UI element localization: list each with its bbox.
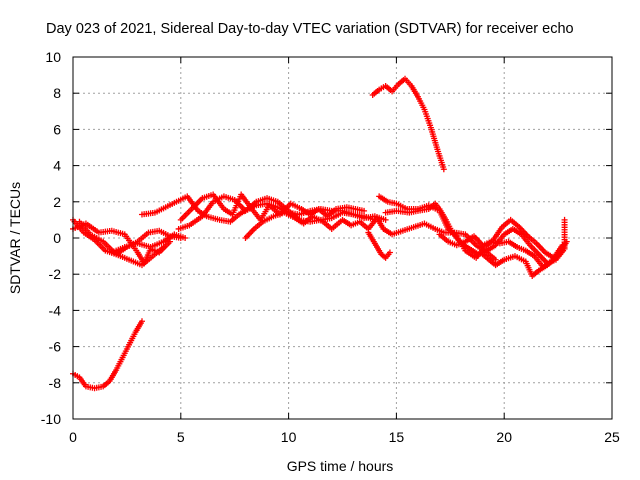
data-point (138, 318, 145, 325)
series-track-high (369, 75, 447, 173)
y-tick-label: 6 (53, 121, 61, 137)
x-tick-label: 25 (604, 429, 620, 445)
series-track-c (108, 231, 189, 256)
y-tick-label: 2 (53, 194, 61, 210)
x-tick-label: 0 (69, 429, 77, 445)
y-tick-label: 8 (53, 85, 61, 101)
x-tick-label: 20 (496, 429, 512, 445)
axis-ticks: 0 5 10 15 20 25 -10 -8 -6 -4 -2 0 2 4 6 8 10 (41, 49, 620, 445)
series-track-d (76, 218, 167, 269)
x-axis-label: GPS time / hours (287, 458, 394, 474)
y-tick-label: -2 (49, 266, 62, 282)
data-point (386, 249, 393, 256)
y-tick-label: 10 (45, 49, 61, 65)
series-track-low-left (70, 318, 145, 392)
data-point (382, 216, 389, 223)
series-track-h (242, 209, 499, 263)
x-tick-label: 10 (281, 429, 297, 445)
y-tick-label: 4 (53, 158, 61, 174)
data-point (361, 207, 368, 214)
y-tick-label: -4 (49, 302, 62, 318)
x-tick-label: 15 (389, 429, 405, 445)
y-tick-label: -10 (41, 411, 61, 427)
y-tick-label: -6 (49, 339, 62, 355)
series-track-i (365, 229, 393, 261)
x-tick-label: 5 (177, 429, 185, 445)
data-points (70, 75, 570, 392)
data-point (160, 244, 167, 251)
data-point (440, 166, 447, 173)
data-point (182, 235, 189, 241)
data-point (561, 216, 568, 223)
series-track-b (70, 220, 174, 267)
y-axis-label: SDTVAR / TECUs (7, 182, 23, 294)
data-point (492, 256, 499, 263)
y-tick-label: 0 (53, 230, 61, 246)
y-tick-label: -8 (49, 375, 62, 391)
series-track-m (479, 216, 568, 280)
chart-title: Day 023 of 2021, Sidereal Day-to-day VTE… (46, 21, 574, 37)
